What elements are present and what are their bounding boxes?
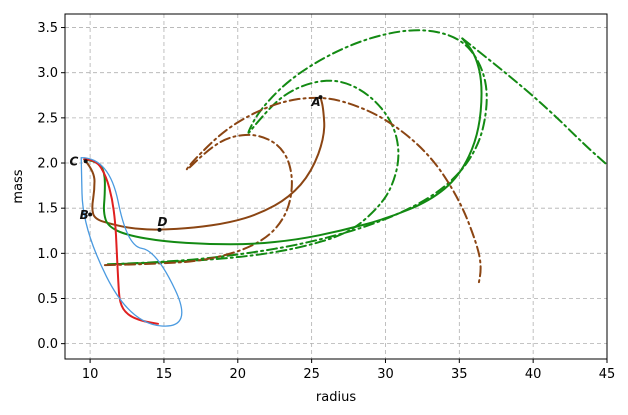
marker-point bbox=[88, 212, 93, 217]
y-axis-label: mass bbox=[11, 169, 26, 203]
series-line-brown-dashdot bbox=[103, 96, 482, 286]
series-line-brown-solid bbox=[84, 96, 326, 231]
x-tick-label: 45 bbox=[599, 367, 616, 382]
y-tick-label: 3.0 bbox=[37, 66, 58, 81]
series-line-green-dashdot bbox=[461, 37, 608, 166]
x-axis-label: radius bbox=[316, 390, 356, 405]
x-tick-label: 10 bbox=[82, 367, 99, 382]
x-tick-label: 25 bbox=[303, 367, 320, 382]
y-tick-label: 1.0 bbox=[37, 247, 58, 262]
marker-point bbox=[157, 227, 162, 232]
series-line-blue-solid bbox=[80, 156, 183, 327]
marker-point bbox=[318, 95, 323, 100]
annotation-group: A B C D bbox=[69, 95, 320, 229]
ticks: 10 15 20 25 30 35 40 45 0.0 0.5 1.0 1.5 2.0 2.5 3.0 3.5 bbox=[37, 21, 615, 382]
x-tick-label: 15 bbox=[156, 367, 173, 382]
annotation-a: A bbox=[310, 95, 320, 109]
series-group bbox=[80, 29, 608, 327]
annotation-d: D bbox=[157, 215, 167, 229]
series-line-red-solid bbox=[83, 158, 159, 325]
x-tick-label: 30 bbox=[377, 367, 394, 382]
marker-group bbox=[83, 95, 323, 232]
series-line-green-solid bbox=[83, 37, 483, 246]
y-tick-label: 0.5 bbox=[37, 292, 58, 307]
y-tick-label: 2.0 bbox=[37, 157, 58, 172]
y-tick-label: 1.5 bbox=[37, 202, 58, 217]
x-tick-label: 40 bbox=[525, 367, 542, 382]
annotation-c: C bbox=[69, 155, 78, 169]
y-tick-label: 2.5 bbox=[37, 111, 58, 126]
series-line-green-dashdot bbox=[106, 29, 488, 266]
plot-frame bbox=[64, 13, 608, 360]
y-tick-label: 0.0 bbox=[37, 337, 58, 352]
x-tick-label: 35 bbox=[451, 367, 468, 382]
x-tick-label: 20 bbox=[230, 367, 247, 382]
y-tick-label: 3.5 bbox=[37, 21, 58, 36]
marker-point bbox=[83, 159, 88, 164]
annotation-b: B bbox=[80, 208, 89, 222]
grid-lines bbox=[65, 14, 608, 359]
